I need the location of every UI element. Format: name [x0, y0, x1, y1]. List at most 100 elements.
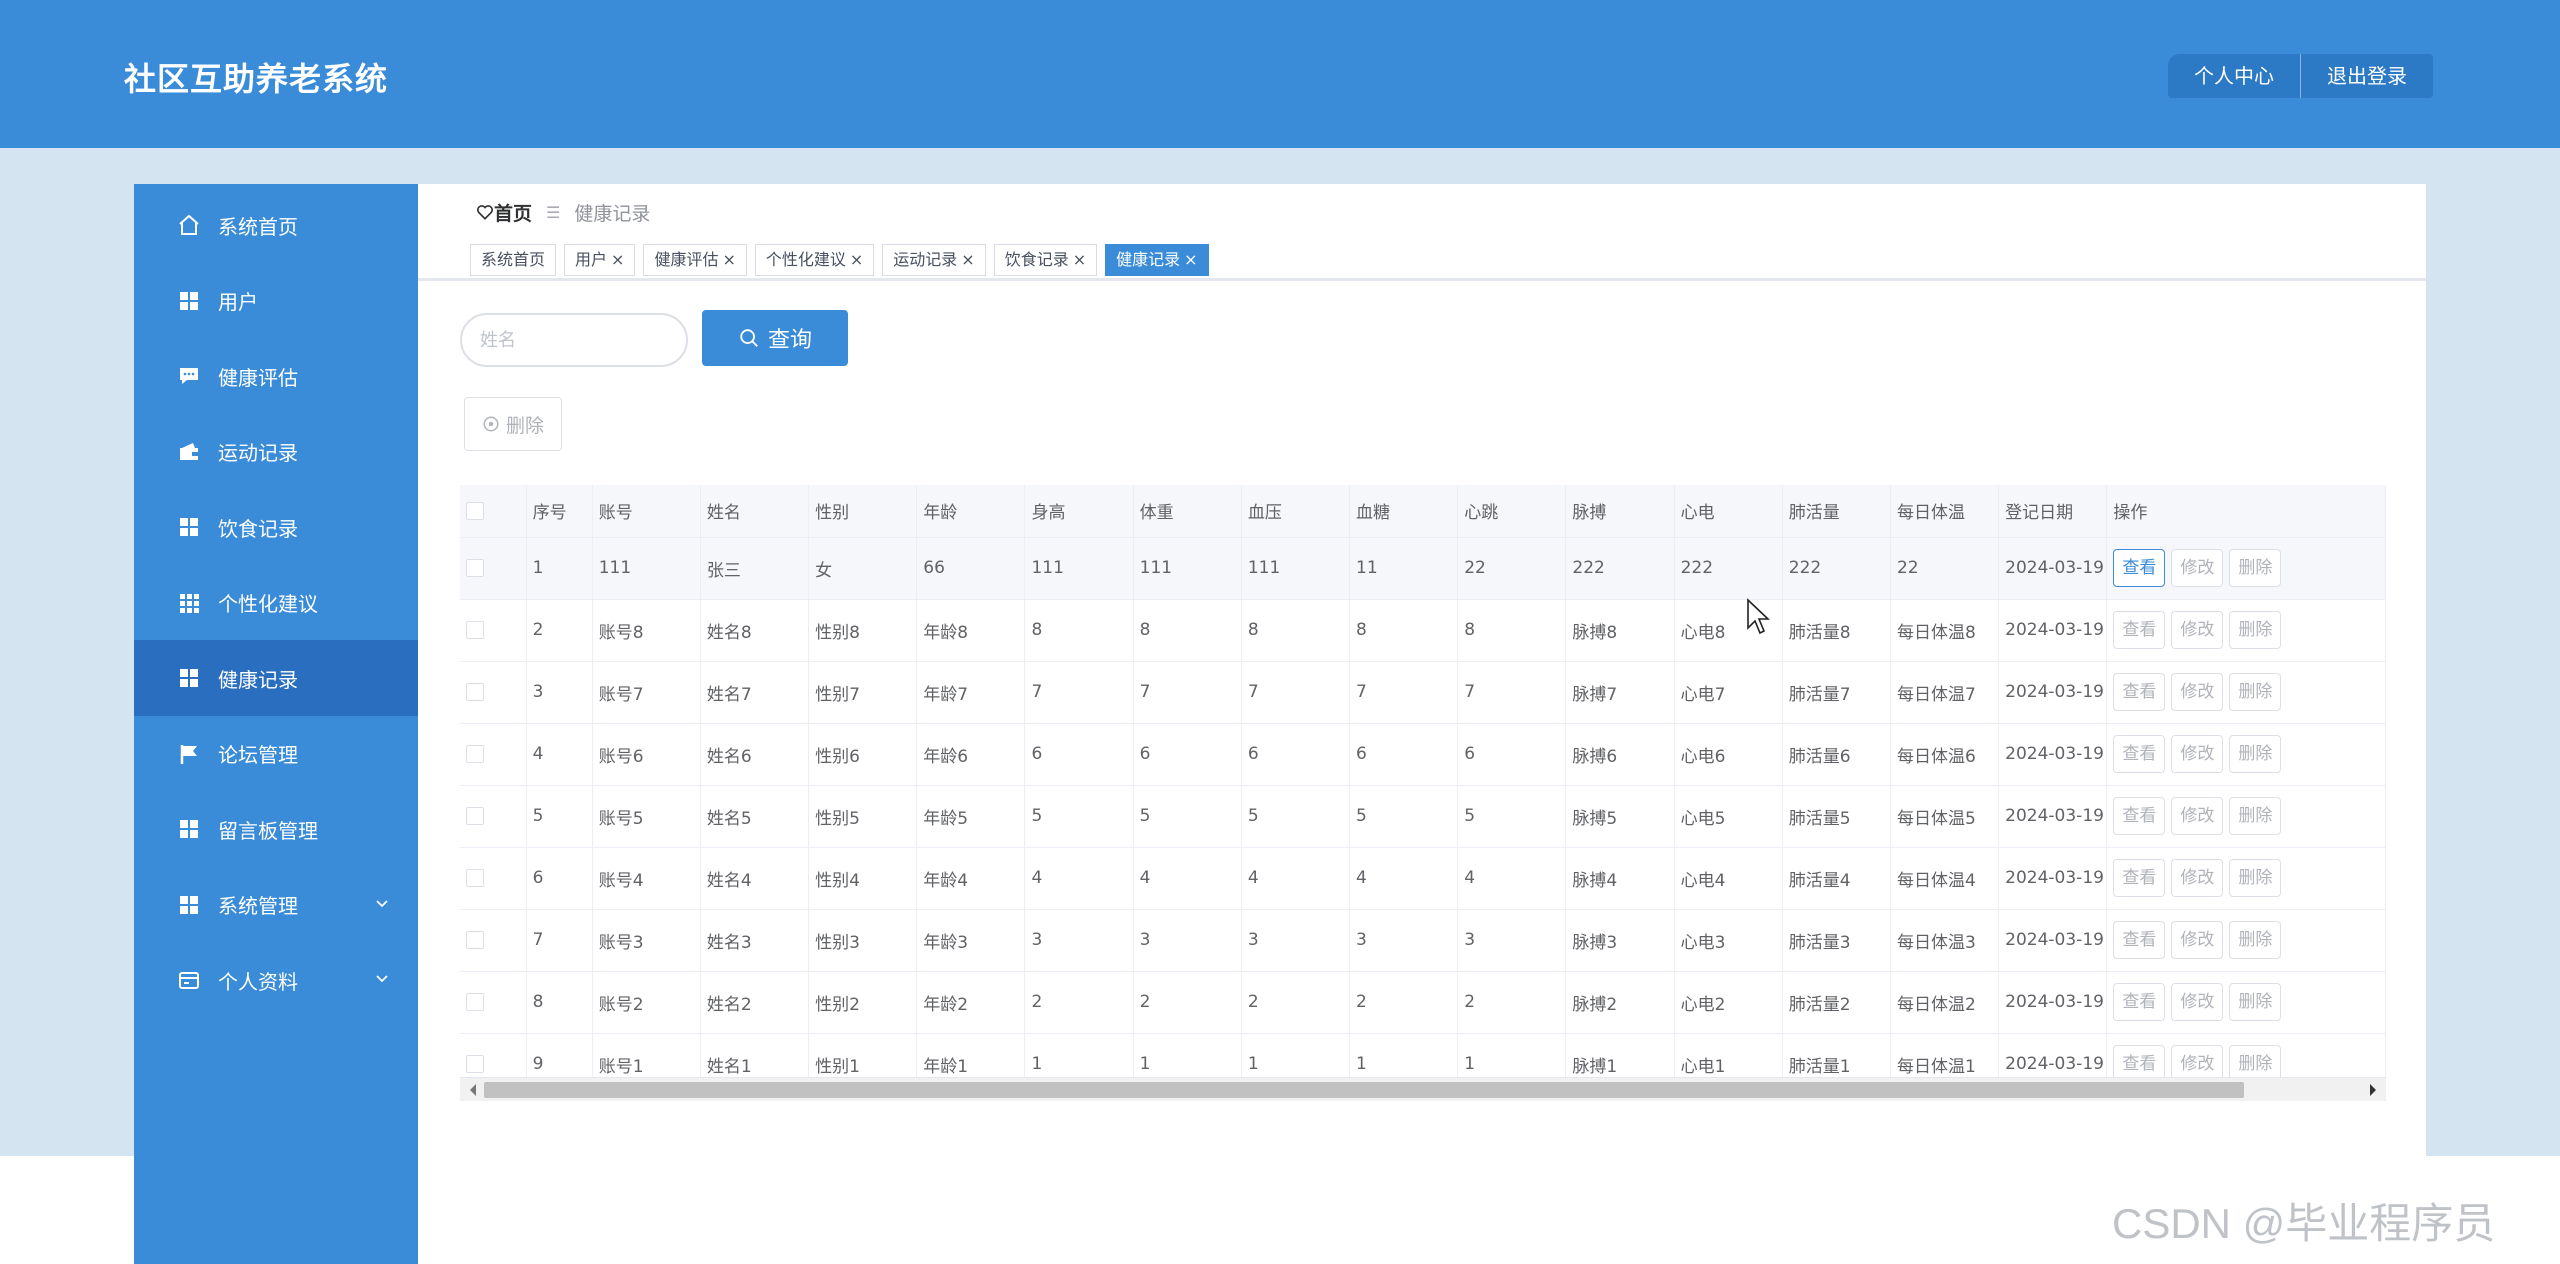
- row-checkbox-cell[interactable]: [460, 537, 527, 600]
- edit-button[interactable]: 修改: [2171, 921, 2224, 959]
- tab-close-icon[interactable]: ×: [1072, 250, 1087, 269]
- row-checkbox[interactable]: [466, 621, 484, 639]
- tab-0[interactable]: 系统首页: [470, 244, 557, 276]
- tab-close-icon[interactable]: ×: [611, 250, 625, 269]
- scrollbar-thumb[interactable]: [484, 1082, 2244, 1098]
- table-row[interactable]: 2 账号8 姓名8 性别8 年龄8 8 8 8 8 8 脉搏8 心电8 肺活量8 每日体温8 2024-03…: [460, 599, 2386, 662]
- edit-button[interactable]: 修改: [2171, 549, 2224, 587]
- table-cell: 账号2: [592, 971, 701, 1034]
- tab-close-icon[interactable]: ×: [961, 250, 975, 269]
- edit-button[interactable]: 修改: [2171, 797, 2224, 835]
- row-checkbox-cell[interactable]: [460, 599, 527, 662]
- table-cell: 66: [916, 537, 1026, 600]
- select-all-checkbox[interactable]: [466, 501, 484, 520]
- sidebar-item-10[interactable]: 个人资料: [134, 942, 418, 1018]
- row-checkbox[interactable]: [466, 745, 484, 763]
- edit-button[interactable]: 修改: [2171, 983, 2224, 1021]
- edit-button[interactable]: 修改: [2171, 1045, 2224, 1083]
- row-checkbox[interactable]: [466, 993, 484, 1011]
- sidebar-item-7[interactable]: 论坛管理: [134, 716, 418, 792]
- view-button[interactable]: 查看: [2113, 983, 2166, 1021]
- sidebar-item-1[interactable]: 用户: [134, 263, 418, 339]
- table-cell: 每日体温4: [1890, 847, 2000, 910]
- view-button[interactable]: 查看: [2113, 673, 2166, 711]
- table-cell: 每日体温6: [1890, 723, 2000, 786]
- sidebar-item-4[interactable]: 饮食记录: [134, 489, 418, 565]
- edit-button[interactable]: 修改: [2171, 859, 2224, 897]
- table-cell: 8: [1133, 599, 1242, 662]
- table-row[interactable]: 8 账号2 姓名2 性别2 年龄2 2 2 2 2 2 脉搏2 心电2 肺活量2 每日体温2 2024-03…: [460, 971, 2386, 1034]
- row-checkbox[interactable]: [466, 1055, 484, 1073]
- row-checkbox[interactable]: [466, 931, 484, 949]
- row-checkbox[interactable]: [466, 869, 484, 887]
- table-row[interactable]: 5 账号5 姓名5 性别5 年龄5 5 5 5 5 5 脉搏5 心电5 肺活量5 每日体温5 2024-03…: [460, 785, 2386, 848]
- sidebar-item-label: 留言板管理: [218, 818, 318, 843]
- name-search-input[interactable]: [460, 313, 688, 367]
- edit-button[interactable]: 修改: [2171, 673, 2224, 711]
- edit-button[interactable]: 修改: [2171, 611, 2224, 649]
- sidebar-item-8[interactable]: 留言板管理: [134, 791, 418, 867]
- row-checkbox-cell[interactable]: [460, 785, 527, 848]
- row-checkbox-cell[interactable]: [460, 847, 527, 910]
- sidebar-item-5[interactable]: 个性化建议: [134, 565, 418, 641]
- table-cell: 每日体温3: [1890, 909, 2000, 972]
- tab-4[interactable]: 运动记录 ×: [882, 244, 986, 276]
- delete-button[interactable]: 删除: [2229, 611, 2282, 649]
- table-row[interactable]: 7 账号3 姓名3 性别3 年龄3 3 3 3 3 3 脉搏3 心电3 肺活量3 每日体温3 2024-03…: [460, 909, 2386, 972]
- tab-close-icon[interactable]: ×: [849, 250, 864, 269]
- view-button[interactable]: 查看: [2113, 735, 2166, 773]
- tab-5[interactable]: 饮食记录 ×: [993, 244, 1098, 276]
- tab-1[interactable]: 用户 ×: [564, 244, 636, 276]
- row-checkbox-cell[interactable]: [460, 971, 527, 1034]
- view-button[interactable]: 查看: [2113, 1045, 2166, 1083]
- edit-button[interactable]: 修改: [2171, 735, 2224, 773]
- breadcrumb-home[interactable]: 首页: [476, 199, 532, 226]
- row-checkbox-cell[interactable]: [460, 909, 527, 972]
- row-checkbox-cell[interactable]: [460, 661, 527, 724]
- table-cell: 7: [526, 909, 593, 972]
- table-header-row: 序号 账号 姓名 性别 年龄 身高 体重 血压 血糖 心跳 脉搏 心电 肺活量 每日体温 登记日期 操作: [460, 485, 2386, 538]
- search-button[interactable]: 查询: [702, 310, 848, 366]
- breadcrumb-current: 健康记录: [574, 202, 651, 225]
- table-row[interactable]: 6 账号4 姓名4 性别4 年龄4 4 4 4 4 4 脉搏4 心电4 肺活量4 每日体温4 2024-03…: [460, 847, 2386, 910]
- scroll-right-arrow-icon[interactable]: [2368, 1084, 2378, 1096]
- view-button[interactable]: 查看: [2113, 921, 2166, 959]
- sidebar-item-6[interactable]: 健康记录: [134, 640, 418, 716]
- table-row[interactable]: 1 111 张三女 66 111 111 111 11 22 222 222 222 22 2024-03…: [460, 537, 2386, 600]
- sidebar-item-3[interactable]: 运动记录: [134, 414, 418, 490]
- delete-button[interactable]: 删除: [2229, 673, 2282, 711]
- view-button[interactable]: 查看: [2113, 797, 2166, 835]
- scroll-left-arrow-icon[interactable]: [468, 1084, 478, 1096]
- table-row[interactable]: 4 账号6 姓名6 性别6 年龄6 6 6 6 6 6 脉搏6 心电6 肺活量6 每日体温6 2024-03…: [460, 723, 2386, 786]
- view-button[interactable]: 查看: [2113, 549, 2166, 587]
- row-checkbox[interactable]: [466, 683, 484, 701]
- sidebar-item-2[interactable]: 健康评估: [134, 338, 418, 414]
- delete-button[interactable]: 删除: [2229, 921, 2282, 959]
- batch-delete-button[interactable]: 删除: [464, 397, 562, 451]
- view-button[interactable]: 查看: [2113, 859, 2166, 897]
- row-actions: 查看 修改 删除: [2106, 971, 2386, 1034]
- table-row[interactable]: 3 账号7 姓名7 性别7 年龄7 7 7 7 7 7 脉搏7 心电7 肺活量7 每日体温7 2024-03…: [460, 661, 2386, 724]
- row-checkbox[interactable]: [466, 559, 484, 577]
- row-checkbox[interactable]: [466, 807, 484, 825]
- profile-center-button[interactable]: 个人中心: [2194, 64, 2274, 88]
- tab-3[interactable]: 个性化建议 ×: [754, 244, 875, 276]
- delete-button[interactable]: 删除: [2229, 983, 2282, 1021]
- delete-button[interactable]: 删除: [2229, 797, 2282, 835]
- horizontal-scrollbar[interactable]: [460, 1077, 2386, 1101]
- table-cell: 每日体温8: [1890, 599, 2000, 662]
- delete-button[interactable]: 删除: [2229, 549, 2282, 587]
- delete-button[interactable]: 删除: [2229, 1045, 2282, 1083]
- select-all-checkbox-cell[interactable]: [460, 485, 527, 538]
- sidebar-item-9[interactable]: 系统管理: [134, 867, 418, 943]
- logout-button[interactable]: 退出登录: [2300, 54, 2433, 98]
- sidebar-item-0[interactable]: 系统首页: [134, 187, 418, 263]
- tab-6[interactable]: 健康记录 ×: [1105, 244, 1209, 276]
- row-checkbox-cell[interactable]: [460, 723, 527, 786]
- tab-close-icon[interactable]: ×: [722, 250, 736, 269]
- tab-close-icon[interactable]: ×: [1184, 250, 1198, 269]
- delete-button[interactable]: 删除: [2229, 735, 2282, 773]
- tab-2[interactable]: 健康评估 ×: [643, 244, 747, 276]
- view-button[interactable]: 查看: [2113, 611, 2166, 649]
- delete-button[interactable]: 删除: [2229, 859, 2282, 897]
